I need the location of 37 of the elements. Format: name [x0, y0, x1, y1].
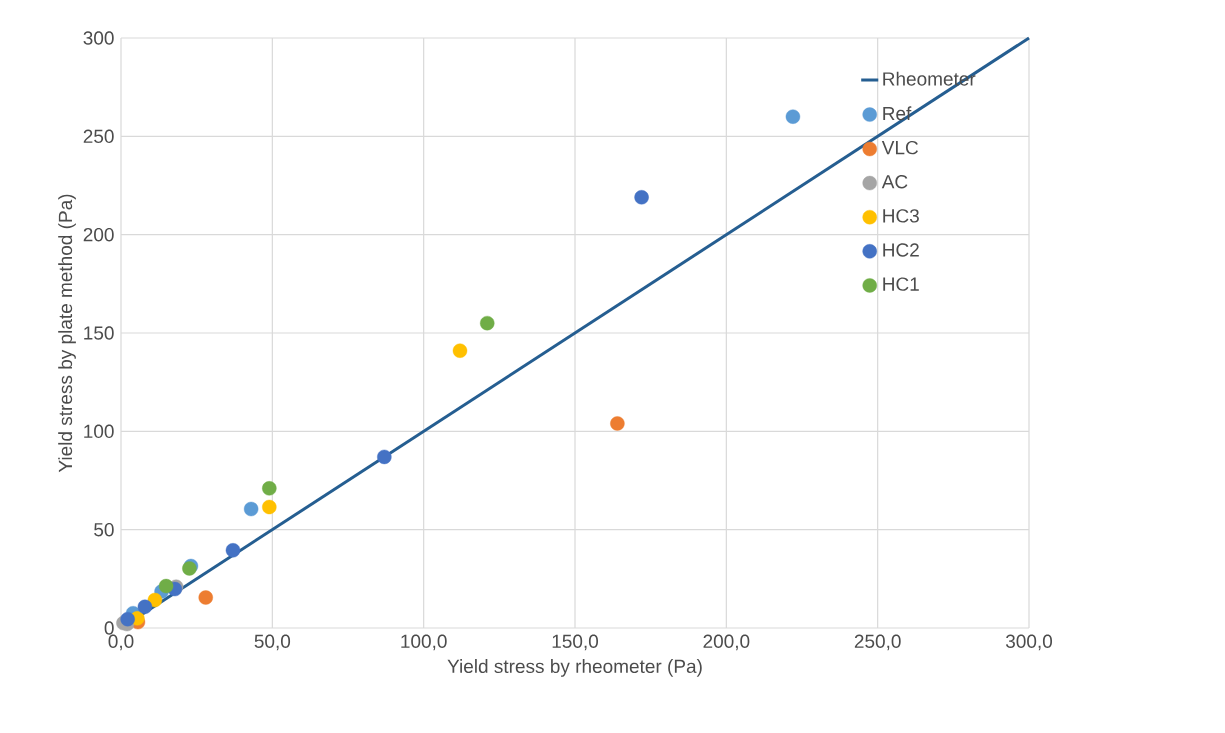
x-tick-label: 0,0 [108, 634, 134, 651]
x-tick-label: 250,0 [854, 634, 901, 651]
point [452, 343, 468, 358]
point [120, 611, 135, 627]
x-tick-label: 300,0 [1005, 634, 1053, 651]
legend-label: AC [881, 175, 908, 189]
x-axis-title: Yield stress by rheometer (Pa) [447, 659, 702, 677]
point [262, 499, 277, 515]
x-tick-label: 50,0 [254, 634, 291, 651]
y-tick-label: 0 [104, 621, 114, 635]
legend-label: VLC [881, 140, 918, 155]
point [158, 578, 174, 594]
x-tick-label: 100,0 [401, 634, 447, 651]
point [634, 190, 649, 205]
y-tick-label: 300 [83, 31, 114, 45]
x-tick-label: 200,0 [703, 634, 750, 651]
y-tick-label: 50 [94, 522, 114, 537]
y-tick-label: 150 [84, 326, 114, 340]
y-tick-label: 250 [83, 129, 114, 144]
point [785, 109, 801, 124]
legend-label: Ref [883, 106, 912, 121]
point [243, 501, 259, 517]
point [262, 481, 277, 496]
x-tick-label: 150,0 [552, 634, 599, 651]
legend-label: HC1 [883, 277, 919, 291]
point [480, 315, 495, 331]
legend-label: HC2 [883, 243, 919, 257]
y-tick-label: 100 [84, 424, 114, 439]
y-axis-title: Yield stress by plate method (Pa) [58, 194, 76, 473]
point [377, 449, 392, 465]
point [198, 590, 213, 605]
point [147, 592, 163, 608]
point [225, 543, 241, 558]
y-tick-label: 200 [83, 227, 114, 242]
point [610, 416, 625, 431]
legend-label: HC3 [883, 209, 919, 223]
point [137, 599, 153, 614]
